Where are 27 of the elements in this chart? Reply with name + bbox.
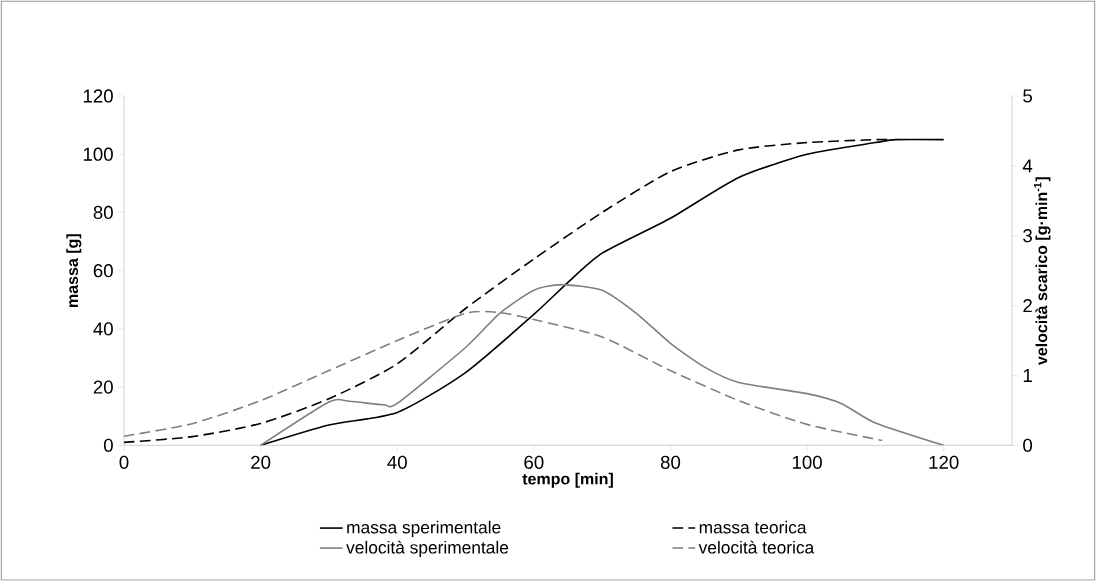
y2-tick-label: 4 xyxy=(1022,159,1033,173)
y-axis-title: massa [g] xyxy=(66,234,82,307)
y2-tick-label: 0 xyxy=(1023,438,1033,452)
y-tick-label: 40 xyxy=(93,322,113,336)
y2-tick-label: 1 xyxy=(1023,368,1032,382)
x-tick-label: 120 xyxy=(929,455,959,469)
y2-tick-label: 3 xyxy=(1023,228,1032,243)
y2-axis-title: velocità scarico [g·min$^{-1}$] xyxy=(1033,176,1051,365)
x-tick-label: 20 xyxy=(251,455,271,469)
x-axis-title: tempo [min] xyxy=(522,472,613,488)
y-tick-label: 100 xyxy=(83,147,113,161)
x-tick-label: 80 xyxy=(660,455,681,469)
y2-tick-label: 5 xyxy=(1023,89,1033,103)
y2-tick-label: 2 xyxy=(1023,298,1032,312)
x-tick-label: 60 xyxy=(524,455,544,469)
x-tick-label: 40 xyxy=(387,455,407,469)
y-tick-label: 0 xyxy=(103,438,113,452)
y-tick-label: 20 xyxy=(93,380,113,394)
y-tick-label: 60 xyxy=(93,263,113,278)
y-tick-label: 120 xyxy=(83,89,113,103)
x-tick-label: 100 xyxy=(792,455,822,469)
y-tick-label: 80 xyxy=(93,205,113,219)
legend-label: velocità sperimentale xyxy=(346,540,509,557)
legend-label: massa sperimentale xyxy=(347,520,501,537)
legend-label: massa teorica xyxy=(699,520,807,534)
legend-label: velocità teorica xyxy=(698,540,815,554)
x-tick-label: 0 xyxy=(119,455,129,469)
